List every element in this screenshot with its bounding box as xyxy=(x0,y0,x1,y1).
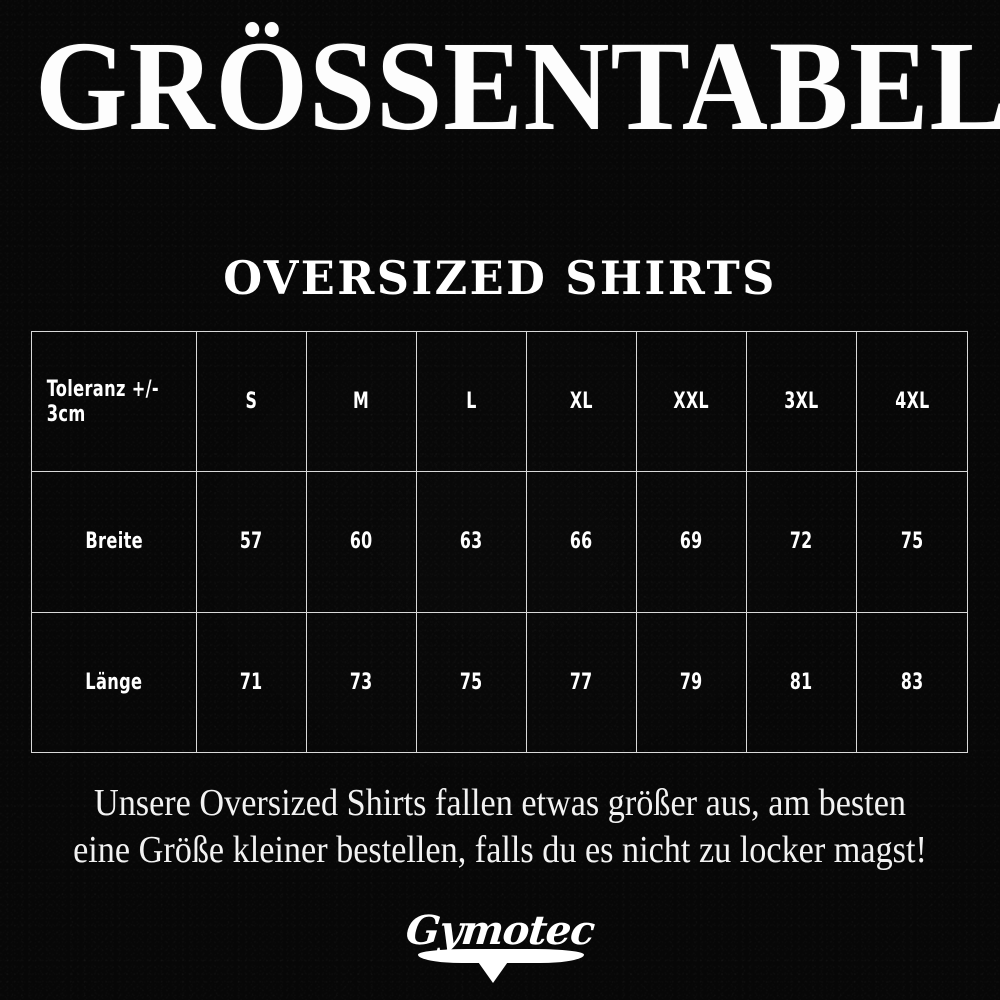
table-header-label-l: L xyxy=(466,389,477,415)
value-laenge-xxl: 79 xyxy=(680,669,703,695)
row-label-laenge: Länge xyxy=(85,669,143,695)
table-cell-laenge-4xl: 83 xyxy=(857,613,967,752)
table-row-breite: Breite 57 60 63 66 69 72 75 xyxy=(32,472,967,613)
value-breite-s: 57 xyxy=(240,529,263,555)
fit-advice-line-2: eine Größe kleiner bestellen, falls du e… xyxy=(73,829,927,871)
value-breite-4xl: 75 xyxy=(900,529,924,555)
brand-logo: Gymotec xyxy=(0,905,1000,985)
table-cell-laenge-3xl: 81 xyxy=(747,612,857,752)
table-row-laenge: Länge 71 73 75 77 79 81 83 xyxy=(32,612,967,752)
brand-logo-drop-icon xyxy=(476,959,510,983)
table-cell-laenge-l: 75 xyxy=(417,612,527,752)
table-header-cell-3xl: 3XL xyxy=(747,332,857,472)
table-header-label-s: S xyxy=(245,389,258,415)
fit-advice-line-1: Unsere Oversized Shirts fallen etwas grö… xyxy=(94,782,906,824)
table-header-cell-l: L xyxy=(417,332,527,472)
table-header-cell-tolerance: Toleranz +/- 3cm xyxy=(32,332,197,472)
table-cell-breite-s: 57 xyxy=(197,472,307,612)
table-cell-breite-xxl: 69 xyxy=(637,472,747,612)
value-laenge-xl: 77 xyxy=(570,669,593,695)
table-header-label-3xl: 3XL xyxy=(784,389,819,415)
table-cell-laenge-xl: 77 xyxy=(527,612,637,752)
table-cell-breite-4xl: 75 xyxy=(857,472,967,611)
table-header-row: Toleranz +/- 3cm S M L XL XXL 3XL 4XL xyxy=(32,332,967,473)
page-title: GRÖSSENTABELLE xyxy=(35,15,1000,157)
value-laenge-m: 73 xyxy=(350,669,373,695)
table-row-label-laenge: Länge xyxy=(32,612,197,752)
value-breite-xxl: 69 xyxy=(680,529,703,555)
table-cell-laenge-m: 73 xyxy=(307,612,417,752)
table-cell-laenge-s: 71 xyxy=(197,612,307,752)
value-breite-m: 60 xyxy=(350,529,373,555)
table-cell-breite-3xl: 72 xyxy=(747,472,857,612)
value-laenge-3xl: 81 xyxy=(790,669,813,695)
value-laenge-s: 71 xyxy=(240,669,263,695)
value-laenge-l: 75 xyxy=(460,669,483,695)
size-table: Toleranz +/- 3cm S M L XL XXL 3XL 4XL Br… xyxy=(31,331,968,753)
brand-logo-swash-icon xyxy=(418,949,584,963)
fit-advice-note: Unsere Oversized Shirts fallen etwas grö… xyxy=(50,780,950,874)
product-category-heading: OVERSIZED SHIRTS xyxy=(223,251,777,305)
value-breite-3xl: 72 xyxy=(790,529,813,555)
table-header-label-tolerance: Toleranz +/- 3cm xyxy=(46,376,159,427)
table-header-cell-4xl: 4XL xyxy=(857,332,967,471)
table-cell-laenge-xxl: 79 xyxy=(637,612,747,752)
table-cell-breite-m: 60 xyxy=(307,472,417,612)
table-header-label-4xl: 4XL xyxy=(894,389,930,415)
table-cell-breite-xl: 66 xyxy=(527,472,637,612)
table-header-cell-s: S xyxy=(197,332,307,472)
table-header-cell-xl: XL xyxy=(527,332,637,472)
table-cell-breite-l: 63 xyxy=(417,472,527,612)
table-header-label-xxl: XXL xyxy=(673,389,710,415)
table-header-label-m: M xyxy=(353,389,370,415)
value-breite-xl: 66 xyxy=(570,529,593,555)
value-laenge-4xl: 83 xyxy=(900,669,924,695)
table-header-label-xl: XL xyxy=(570,389,593,415)
table-row-label-breite: Breite xyxy=(32,472,197,612)
row-label-breite: Breite xyxy=(85,529,143,555)
value-breite-l: 63 xyxy=(460,529,483,555)
brand-logo-text: Gymotec xyxy=(403,907,597,954)
table-header-cell-m: M xyxy=(307,332,417,472)
brand-logo-wrap: Gymotec xyxy=(390,905,610,985)
table-header-cell-xxl: XXL xyxy=(637,332,747,472)
